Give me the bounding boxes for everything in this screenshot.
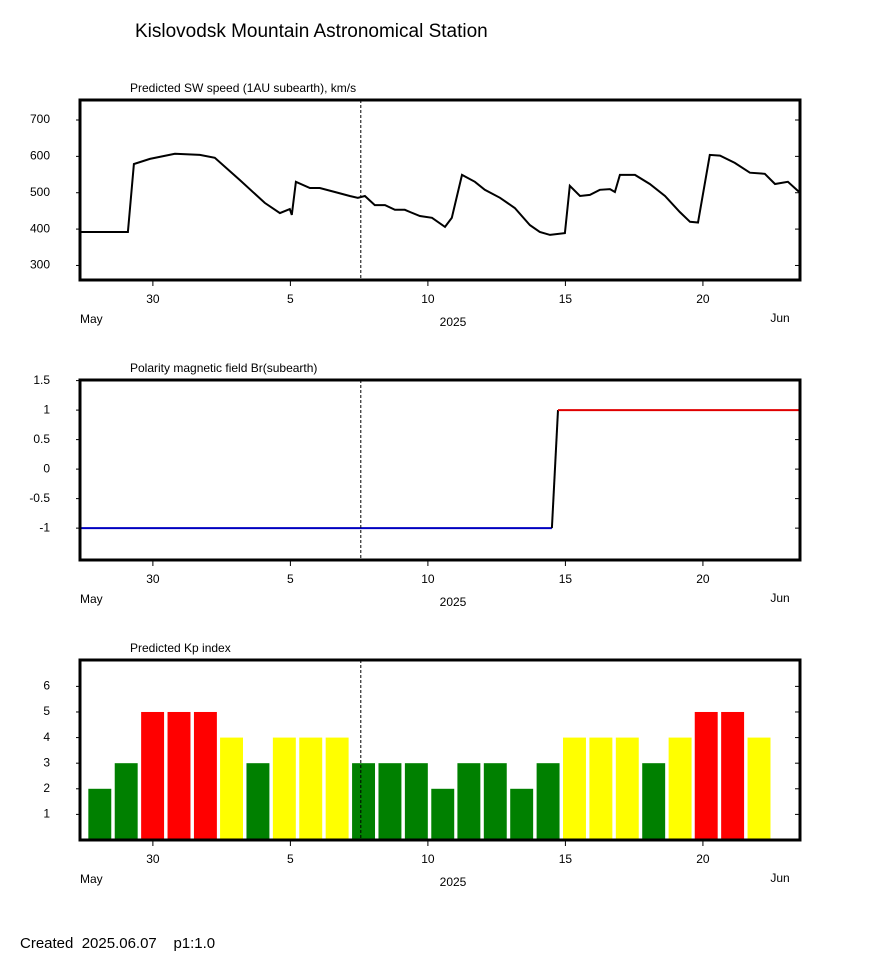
- plot-frame: [78, 658, 802, 842]
- bar: [642, 763, 666, 840]
- x-tick-label: 15: [559, 852, 573, 866]
- bar: [457, 763, 481, 840]
- bar: [193, 711, 217, 840]
- x-tick-label: 10: [421, 292, 435, 306]
- y-tick-label: 0: [43, 461, 50, 475]
- y-tick-label: 5: [43, 704, 50, 718]
- panel-title: Predicted SW speed (1AU subearth), km/s: [130, 81, 356, 95]
- x-month-label: Jun: [770, 871, 789, 885]
- x-tick-label: 30: [146, 852, 160, 866]
- y-tick-label: 1: [43, 807, 50, 821]
- y-tick-label: 6: [43, 679, 50, 693]
- x-month-label: May: [80, 592, 103, 606]
- x-tick-label: 30: [146, 292, 160, 306]
- y-tick-label: 600: [30, 149, 50, 163]
- y-tick-label: 700: [30, 112, 50, 126]
- y-tick-label: 3: [43, 755, 50, 769]
- x-tick-label: 10: [421, 852, 435, 866]
- x-month-label: May: [80, 872, 103, 886]
- x-month-label: Jun: [770, 591, 789, 605]
- y-tick-label: 300: [30, 258, 50, 272]
- panel-title: Polarity magnetic field Br(subearth): [130, 361, 317, 375]
- plot-frame: [78, 98, 802, 282]
- line-series: [80, 152, 801, 236]
- x-year-label: 2025: [440, 595, 467, 609]
- x-tick-label: 20: [696, 852, 710, 866]
- line-series: [550, 410, 559, 529]
- bar: [483, 763, 507, 840]
- bar: [114, 763, 138, 840]
- bar: [299, 737, 323, 840]
- bar: [563, 737, 586, 840]
- bar: [404, 763, 428, 840]
- y-tick-label: 2: [43, 781, 50, 795]
- bar: [88, 788, 112, 840]
- y-tick-label: 4: [43, 730, 50, 744]
- bar: [325, 737, 349, 840]
- x-tick-label: 5: [287, 572, 294, 586]
- y-tick-label: 400: [30, 221, 50, 235]
- x-month-label: Jun: [770, 311, 789, 325]
- bar: [589, 737, 613, 840]
- x-tick-label: 20: [696, 572, 710, 586]
- x-tick-label: 15: [559, 292, 573, 306]
- bar: [510, 788, 534, 840]
- bar: [352, 763, 376, 840]
- plot-frame: [78, 378, 802, 562]
- x-tick-label: 20: [696, 292, 710, 306]
- y-tick-label: 1.5: [33, 373, 50, 387]
- bar: [747, 737, 771, 840]
- bar: [141, 711, 165, 840]
- bar: [694, 711, 718, 840]
- bar: [536, 763, 560, 840]
- y-tick-label: 1: [43, 402, 50, 416]
- y-tick-label: 0.5: [33, 432, 50, 446]
- x-year-label: 2025: [440, 875, 467, 889]
- bar: [220, 737, 244, 840]
- x-month-label: May: [80, 312, 103, 326]
- footer: Created 2025.06.07 p1:1.0: [20, 935, 215, 952]
- y-tick-label: -1: [39, 520, 50, 534]
- bar: [272, 737, 296, 840]
- x-year-label: 2025: [440, 315, 467, 329]
- y-tick-label: 500: [30, 185, 50, 199]
- x-tick-label: 5: [287, 852, 294, 866]
- bar: [167, 711, 191, 840]
- bar: [246, 763, 270, 840]
- x-tick-label: 15: [559, 572, 573, 586]
- bar: [721, 711, 745, 840]
- bar: [378, 763, 402, 840]
- panel-title: Predicted Kp index: [130, 641, 231, 655]
- x-tick-label: 10: [421, 572, 435, 586]
- x-tick-label: 5: [287, 292, 294, 306]
- bar: [431, 788, 455, 840]
- bar: [615, 737, 639, 840]
- y-tick-label: -0.5: [29, 491, 50, 505]
- x-tick-label: 30: [146, 572, 160, 586]
- bar: [668, 737, 692, 840]
- page-title: Kislovodsk Mountain Astronomical Station: [135, 21, 488, 42]
